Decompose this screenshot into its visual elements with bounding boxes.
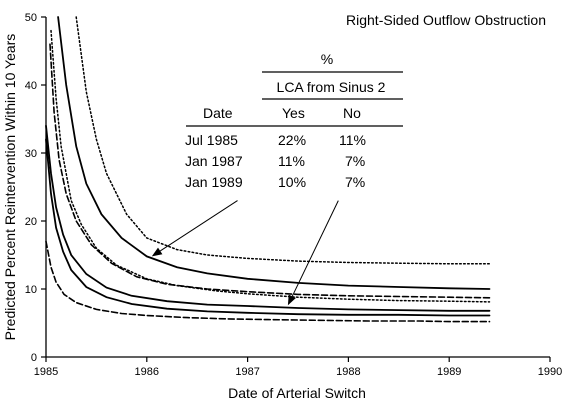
solid-curve: [57, 16, 491, 290]
table-subgroup-header: LCA from Sinus 2: [277, 79, 386, 95]
annotation-arrow-line: [159, 200, 238, 252]
y-tick-label: 10: [25, 284, 37, 296]
annotation-arrow-line: [291, 200, 339, 297]
dashed-curve: [45, 240, 491, 323]
y-tick-label: 20: [25, 216, 37, 228]
solid-curve: [45, 138, 491, 317]
annotation-arrow-head: [151, 247, 163, 257]
x-tick-label: 1989: [437, 366, 461, 378]
table-cell-date: Jan 1989: [185, 174, 243, 190]
x-tick-label: 1986: [135, 366, 159, 378]
table-cell-yes: 22%: [278, 132, 306, 148]
table-group-header: %: [321, 51, 333, 67]
table-cell-no: 7%: [345, 153, 365, 169]
table-cell-date: Jul 1985: [185, 132, 238, 148]
table-cell-yes: 10%: [278, 174, 306, 190]
arrows-layer: [151, 200, 339, 306]
y-tick-label: 0: [31, 352, 37, 364]
table-cell-no: 11%: [339, 132, 366, 148]
dashed-curve: [49, 43, 491, 299]
axes-layer: 1985 1986 1987 1988 1989 1990 0 10 20 30 40 50: [25, 12, 562, 378]
annotation-arrow-head: [287, 294, 296, 306]
table-cell-yes: 11%: [278, 153, 305, 169]
x-tick-label: 1987: [235, 366, 259, 378]
table-cell-no: 7%: [345, 174, 365, 190]
y-tick-label: 50: [25, 12, 37, 24]
solid-curve: [45, 124, 491, 312]
table-col-yes: Yes: [282, 105, 305, 121]
reintervention-table: % LCA from Sinus 2 Date Yes No Jul 1985 …: [185, 51, 403, 190]
y-tick-label: 30: [25, 148, 37, 160]
dotted-curve: [75, 16, 491, 265]
y-axis-title: Predicted Percent Reintervention Within …: [2, 34, 18, 341]
curves-layer: [45, 16, 491, 323]
table-cell-date: Jan 1987: [185, 153, 243, 169]
dotted-curve: [50, 29, 491, 303]
chart-title: Right-Sided Outflow Obstruction: [346, 12, 546, 28]
x-axis-title: Date of Arterial Switch: [228, 385, 366, 401]
x-tick-label: 1988: [336, 366, 360, 378]
y-tick-label: 40: [25, 80, 37, 92]
table-col-date: Date: [203, 105, 233, 121]
x-tick-label: 1990: [538, 366, 562, 378]
table-col-no: No: [343, 105, 361, 121]
x-tick-label: 1985: [34, 366, 58, 378]
